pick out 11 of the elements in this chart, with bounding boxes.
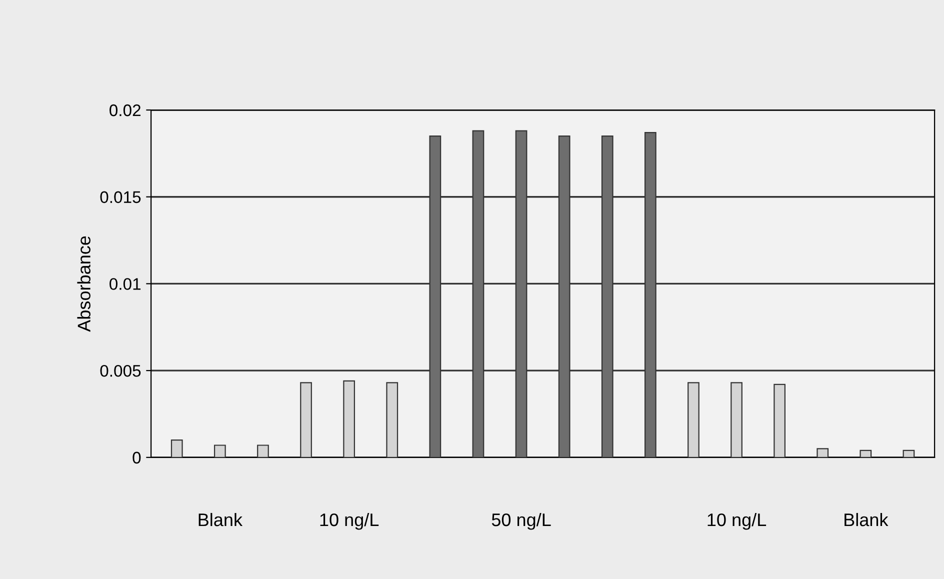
y-tick-label: 0.005 (100, 364, 141, 377)
x-tick-label: Blank (844, 512, 888, 526)
x-tick-label: 10 ng/L (320, 512, 379, 530)
x-tick-label: 10 ng/L (708, 512, 766, 530)
y-tick-label: 0.02 (110, 104, 140, 116)
x-tick-label: 50 ng/L (492, 512, 551, 530)
y-tick-label: 0.015 (100, 191, 141, 204)
y-tick-label: 0 (132, 452, 141, 464)
y-axis-title: Absorbance (77, 236, 90, 332)
x-tick-label: Blank (198, 512, 243, 526)
y-tick-label: 0.01 (110, 278, 141, 290)
